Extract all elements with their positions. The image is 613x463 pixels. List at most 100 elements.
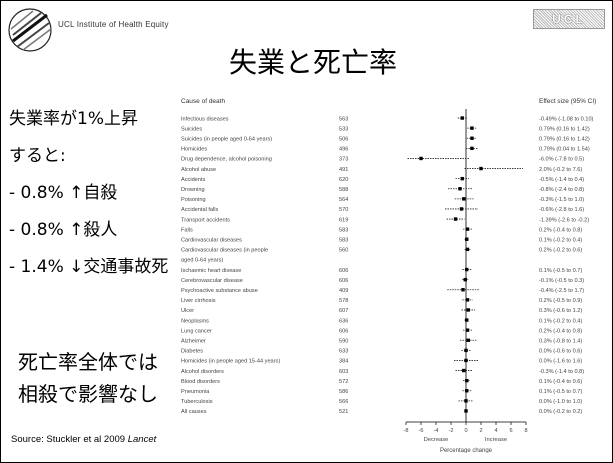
- row-effect-size: -0.4% (-2.5 to 1.7): [539, 288, 584, 294]
- point-estimate: [463, 277, 467, 282]
- row-effect-size: -0.49% (-1.08 to 0.10): [539, 116, 594, 122]
- row-n: 521: [339, 409, 348, 415]
- row-n: 636: [339, 318, 348, 324]
- row-label: Alcohol abuse: [181, 167, 216, 173]
- row-n: 564: [339, 197, 348, 203]
- ucl-logo: UCL: [533, 9, 605, 29]
- point-estimate: [465, 298, 470, 302]
- row-label: Alzheimer: [181, 338, 206, 344]
- row-n: 619: [339, 217, 348, 223]
- row-effect-size: 0.79% (0.16 to 1.42): [539, 136, 590, 142]
- row-effect-size: -1.39% (-2.6 to -0.2): [539, 217, 589, 223]
- row-label: Infectious diseases: [181, 116, 229, 122]
- x-axis-label: Percentage change: [440, 448, 493, 453]
- row-label: Blood disorders: [181, 379, 220, 385]
- row-n: 409: [339, 288, 348, 294]
- row-n: 384: [339, 359, 348, 365]
- point-estimate: [460, 116, 464, 120]
- row-effect-size: 2.0% (-0.2 to 7.6): [539, 167, 582, 173]
- column-header-cause: Cause of death: [181, 98, 225, 105]
- row-effect-size: -0.3% (-1.5 to 1.0): [539, 197, 584, 203]
- row-n: 373: [339, 157, 348, 163]
- point-estimate: [464, 358, 468, 363]
- row-effect-size: 0.1% (-0.4 to 0.6): [539, 379, 582, 385]
- point-estimate: [458, 187, 462, 191]
- decrease-label: Decrease: [424, 437, 449, 443]
- row-label: Diabetes: [181, 349, 203, 355]
- row-label: Falls: [181, 227, 193, 233]
- row-n: 586: [339, 389, 348, 395]
- row-label: Liver cirrhosis: [181, 298, 216, 304]
- row-n: 560: [339, 248, 348, 254]
- point-estimate: [464, 348, 468, 353]
- point-estimate: [465, 227, 470, 231]
- row-n: 606: [339, 268, 348, 274]
- row-n: 603: [339, 369, 348, 375]
- row-n: 506: [339, 136, 348, 142]
- row-effect-size: 0.2% (-0.5 to 0.9): [539, 298, 582, 304]
- row-n: 572: [339, 379, 348, 385]
- row-effect-size: 0.0% (-0.6 to 0.6): [539, 349, 582, 355]
- row-label: Ischaemic heart disease: [181, 268, 241, 274]
- row-label: Neoplasms: [181, 318, 209, 324]
- row-effect-size: 0.0% (-1.0 to 1.0): [539, 399, 582, 405]
- row-effect-size: 0.2% (-0.4 to 0.8): [539, 328, 582, 334]
- row-effect-size: 0.79% (0.16 to 1.42): [539, 126, 590, 132]
- row-label: Alcohol disorders: [181, 369, 224, 375]
- row-n: 620: [339, 177, 348, 183]
- row-n: 570: [339, 207, 348, 213]
- row-effect-size: -0.3% (-1.4 to 0.8): [539, 369, 584, 375]
- bullet-item: すると:: [9, 146, 66, 166]
- institute-name: UCL Institute of Health Equity: [58, 20, 169, 29]
- row-label: Cardiovascular diseases (in people: [181, 248, 268, 254]
- x-tick-label: -2: [449, 428, 454, 434]
- point-estimate: [465, 267, 469, 272]
- row-n: 491: [339, 167, 348, 173]
- row-n: 583: [339, 237, 348, 243]
- row-effect-size: -6.0% (-7.8 to 0.5): [539, 157, 584, 163]
- point-estimate: [453, 217, 458, 221]
- row-effect-size: 0.1% (-0.2 to 0.4): [539, 237, 582, 243]
- point-estimate: [465, 389, 469, 393]
- point-estimate: [464, 399, 468, 403]
- slide-title: 失業と死亡率: [229, 46, 398, 79]
- row-effect-size: 0.2% (-0.4 to 0.8): [539, 227, 582, 233]
- row-label: Ulcer: [181, 308, 194, 314]
- x-tick-label: 6: [509, 428, 512, 434]
- institute-logo-icon: [8, 8, 52, 52]
- point-estimate: [470, 146, 474, 151]
- point-estimate: [459, 207, 464, 211]
- row-effect-size: -0.8% (-2.4 to 0.8): [539, 187, 584, 193]
- forest-plot: Cause of death Effect size (95% CI) Infect…: [181, 98, 596, 453]
- row-label: Drowning: [181, 187, 205, 193]
- point-estimate: [465, 318, 469, 322]
- row-label: Drug dependence, alcohol poisoning: [181, 157, 272, 163]
- row-label: Suicides: [181, 126, 202, 132]
- row-n: 606: [339, 328, 348, 334]
- row-n: 533: [339, 126, 348, 132]
- x-tick-label: 2: [479, 428, 482, 434]
- row-effect-size: 0.1% (-0.5 to 0.7): [539, 389, 582, 395]
- summary-line: 相殺で影響なし: [18, 382, 158, 406]
- row-label: All causes: [181, 409, 207, 415]
- bullet-list: 失業率が1%上昇 すると: - 0.8% ↑自殺 - 0.8% ↑殺人 - 1.…: [9, 101, 168, 286]
- point-estimate: [465, 328, 470, 332]
- row-n: 563: [339, 116, 348, 122]
- row-effect-size: 0.3% (-0.8 to 1.4): [539, 338, 582, 344]
- point-estimate: [466, 338, 470, 342]
- row-label: Psychoactive substance abuse: [181, 288, 258, 294]
- row-label: Cerebrovascular disease: [181, 278, 243, 284]
- row-n: 566: [339, 399, 348, 405]
- source-text: Source: Stuckler et al 2009: [11, 434, 128, 445]
- point-estimate: [465, 247, 470, 252]
- row-label: Transport accidents: [181, 217, 230, 223]
- row-label: Suicides (in people aged 0-64 years): [181, 136, 272, 142]
- point-estimate: [464, 409, 468, 413]
- point-estimate: [470, 126, 474, 130]
- source-journal: Lancet: [127, 434, 157, 445]
- bullet-item: - 0.8% ↑殺人: [9, 220, 118, 240]
- row-n: 606: [339, 278, 348, 284]
- row-n: 496: [339, 147, 348, 153]
- bullet-item: - 1.4% ↓交通事故死: [9, 257, 169, 277]
- row-effect-size: -0.5% (-1.4 to 0.4): [539, 177, 584, 183]
